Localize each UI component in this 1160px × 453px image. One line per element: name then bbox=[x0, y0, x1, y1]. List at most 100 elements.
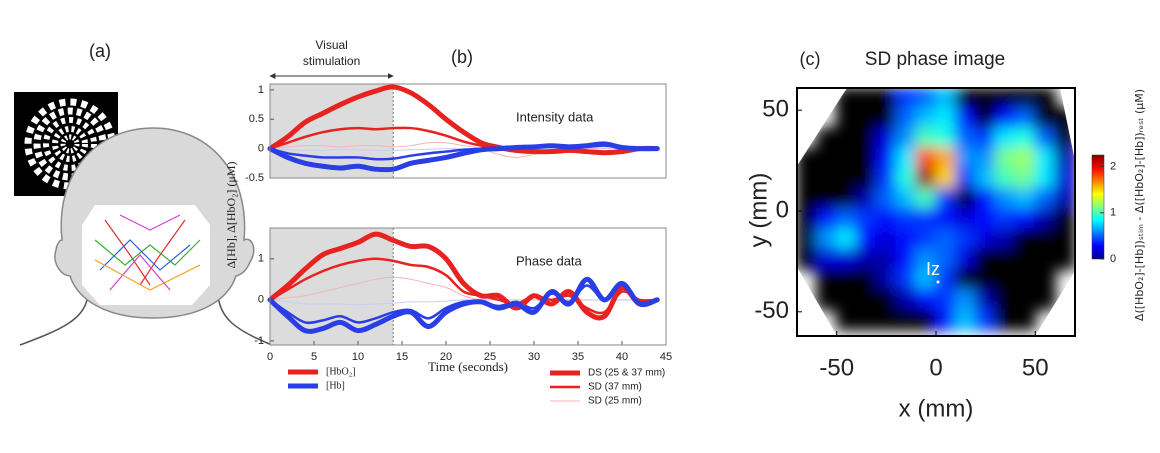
heatmap-cell bbox=[1054, 107, 1075, 130]
heatmap-cell bbox=[835, 288, 858, 311]
heatmap-cell bbox=[954, 288, 977, 311]
heatmap-cell bbox=[915, 147, 937, 170]
heatmap-cell bbox=[815, 167, 838, 190]
heatmap-cell bbox=[895, 308, 918, 331]
heatmap-cell bbox=[935, 207, 957, 231]
heatmap-cell bbox=[915, 268, 937, 291]
heatmap-cell bbox=[1034, 127, 1057, 150]
heatmap bbox=[797, 88, 1075, 331]
x-tick-label: 0 bbox=[267, 351, 273, 363]
heatmap-cell bbox=[815, 127, 838, 150]
heatmap-cell bbox=[994, 167, 1017, 190]
annotation: Visual bbox=[315, 38, 347, 52]
probe-area bbox=[82, 205, 210, 305]
heatmap-cell bbox=[815, 207, 838, 231]
heatmap-cell bbox=[835, 268, 858, 291]
y-tick-label: 0 bbox=[776, 196, 789, 223]
heatmap-cell bbox=[835, 187, 858, 210]
heatmap-cell bbox=[875, 187, 898, 210]
chart-title: SD phase image bbox=[865, 49, 1005, 70]
legend-label: [Hb] bbox=[326, 380, 345, 391]
y-tick-label: -0.5 bbox=[245, 172, 264, 184]
heatmap-cell bbox=[974, 228, 997, 251]
panel-label: (c) bbox=[800, 49, 821, 69]
y-axis-label: y (mm) bbox=[745, 173, 772, 248]
heatmap-cell bbox=[1014, 88, 1037, 110]
x-tick-label: 40 bbox=[616, 351, 628, 363]
heatmap-cell bbox=[974, 207, 997, 231]
heatmap-cell bbox=[855, 187, 878, 210]
heatmap-cell bbox=[875, 308, 898, 331]
heatmap-cell bbox=[1014, 248, 1037, 271]
heatmap-cell bbox=[895, 248, 918, 271]
annotation: Iz bbox=[926, 259, 940, 279]
heatmap-cell bbox=[974, 268, 997, 291]
heatmap-cell bbox=[935, 248, 957, 271]
legend-label: [HbO₂] bbox=[326, 366, 356, 377]
heatmap-cell bbox=[797, 207, 818, 231]
heatmap-cell bbox=[994, 207, 1017, 231]
heatmap-cell bbox=[797, 228, 818, 251]
heatmap-cell bbox=[815, 288, 838, 311]
heatmap-cell bbox=[974, 248, 997, 271]
heatmap-cell bbox=[797, 248, 818, 271]
heatmap-cell bbox=[855, 308, 878, 331]
heatmap-cell bbox=[935, 147, 957, 170]
panel-label: (a) bbox=[89, 41, 111, 61]
heatmap-cell bbox=[1014, 167, 1037, 190]
heatmap-cell bbox=[855, 288, 878, 311]
x-axis-label: x (mm) bbox=[899, 395, 974, 422]
heatmap-cell bbox=[1014, 107, 1037, 130]
heatmap-cell bbox=[875, 88, 898, 110]
heatmap-cell bbox=[974, 167, 997, 190]
heatmap-cell bbox=[1054, 187, 1075, 210]
x-tick-label: 15 bbox=[396, 351, 408, 363]
heatmap-cell bbox=[954, 228, 977, 251]
heatmap-cell bbox=[954, 107, 977, 130]
x-tick-label: 45 bbox=[660, 351, 672, 363]
heatmap-cell bbox=[915, 127, 937, 150]
heatmap-cell bbox=[915, 107, 937, 130]
heatmap-cell bbox=[835, 228, 858, 251]
heatmap-cell bbox=[994, 127, 1017, 150]
data-line bbox=[267, 141, 660, 173]
heatmap-cell bbox=[935, 308, 957, 331]
data-line bbox=[268, 257, 659, 315]
y-tick-label: 1 bbox=[258, 84, 264, 96]
heatmap-cell bbox=[974, 288, 997, 311]
heatmap-cell bbox=[974, 107, 997, 130]
heatmap-cell bbox=[954, 308, 977, 331]
heatmap-cell bbox=[815, 268, 838, 291]
heatmap-cell bbox=[915, 167, 937, 190]
heatmap-cell bbox=[1034, 288, 1057, 311]
data-line bbox=[269, 299, 658, 306]
data-line bbox=[267, 231, 660, 321]
heatmap-cell bbox=[935, 107, 957, 130]
heatmap-cell bbox=[1034, 88, 1057, 110]
heatmap-cell bbox=[835, 147, 858, 170]
heatmap-clip bbox=[797, 88, 1075, 331]
heatmap-cell bbox=[954, 88, 977, 110]
heatmap-cell bbox=[835, 127, 858, 150]
heatmap-cell bbox=[855, 107, 878, 130]
annotation-dot bbox=[936, 280, 940, 284]
heatmap-cell bbox=[994, 88, 1017, 110]
heatmap-cell bbox=[974, 147, 997, 170]
x-tick-label: 0 bbox=[929, 354, 942, 381]
heatmap-cell bbox=[835, 167, 858, 190]
heatmap-cell bbox=[994, 268, 1017, 291]
heatmap-cell bbox=[1054, 207, 1075, 231]
probe-array bbox=[94, 214, 201, 291]
heatmap-cell bbox=[855, 147, 878, 170]
heatmap-cell bbox=[815, 248, 838, 271]
heatmap-cell bbox=[835, 248, 858, 271]
y-tick-label: 1 bbox=[258, 253, 264, 265]
legend-label: SD (37 mm) bbox=[588, 382, 642, 393]
heatmap-cell bbox=[1034, 248, 1057, 271]
heatmap-cell bbox=[994, 107, 1017, 130]
y-tick-label: 0.5 bbox=[249, 113, 264, 125]
colorbar-tick-label: 1 bbox=[1110, 207, 1116, 219]
heatmap-cell bbox=[875, 207, 898, 231]
heatmap-cell bbox=[1034, 268, 1057, 291]
